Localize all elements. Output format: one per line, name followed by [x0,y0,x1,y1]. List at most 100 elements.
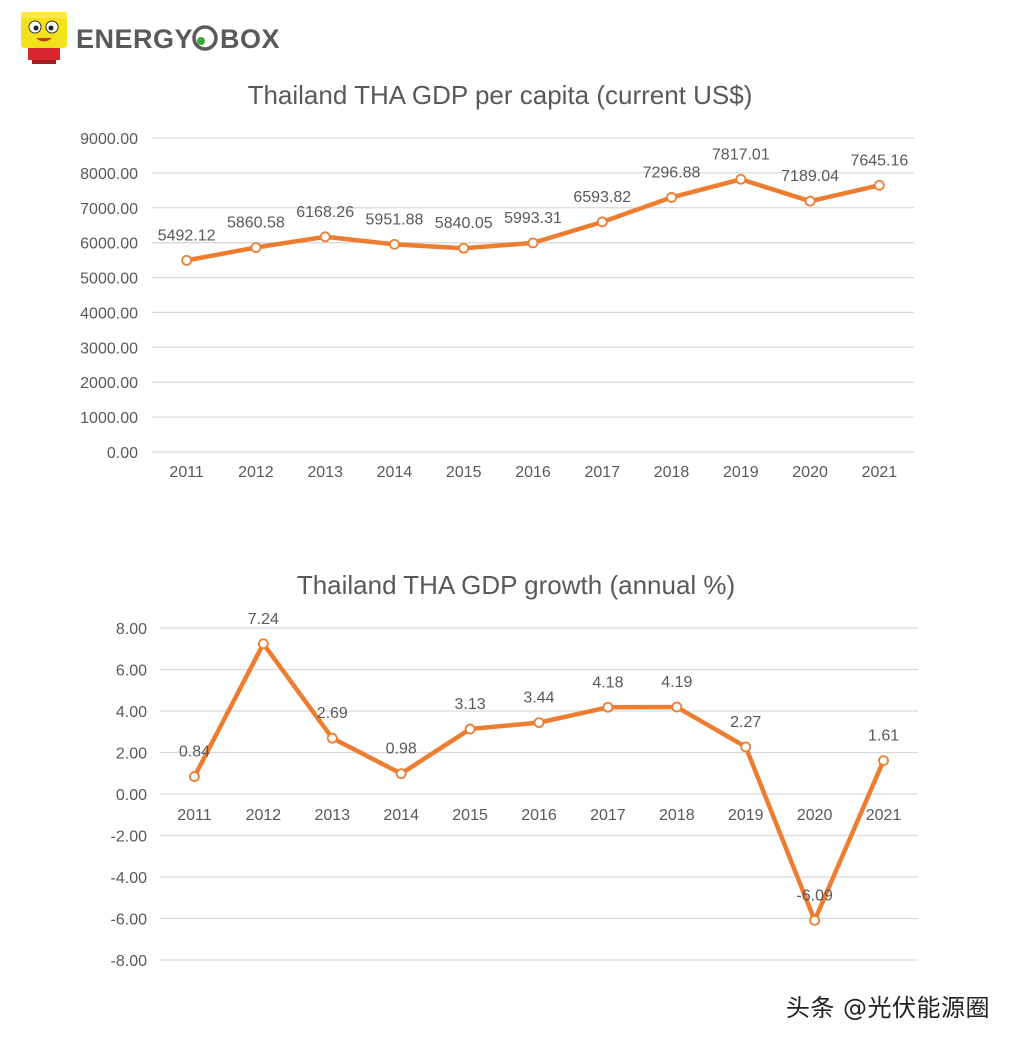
gdp-growth-data-label: -6.09 [796,887,833,904]
gdp-per-capita-data-point [596,216,608,228]
gdp-per-capita-x-tick-label: 2011 [169,464,204,481]
gdp-growth-data-point [464,723,476,735]
gdp-per-capita-data-label: 5951.88 [366,211,424,228]
gdp-growth-y-tick-label: 6.00 [116,663,147,680]
gdp-per-capita-data-label: 6593.82 [573,189,631,206]
gdp-per-capita-y-tick-label: 6000.00 [80,236,138,253]
gdp-per-capita-x-tick-label: 2020 [792,464,828,481]
gdp-per-capita-data-label: 5860.58 [227,215,285,232]
gdp-per-capita-y-tick-label: 4000.00 [80,305,138,322]
gdp-per-capita-data-point [389,238,400,250]
gdp-growth-x-tick-label: 2014 [383,807,419,824]
gdp-growth-chart: Thailand THA GDP growth (annual %) -8.00 -… [111,570,918,970]
wordmark-o-icon [192,25,218,51]
gdp-growth-data-label: 2.27 [730,714,761,731]
energy-box-logo-graphic [21,12,67,64]
gdp-per-capita-data-label: 5840.05 [435,215,493,232]
gdp-per-capita-y-tick-label: 5000.00 [80,271,138,288]
wordmark-o-dot [197,37,205,45]
gdp-per-capita-data-label: 7296.88 [643,164,701,181]
gdp-per-capita-data-point [527,237,539,249]
gdp-per-capita-x-tick-label: 2018 [654,464,690,481]
gdp-growth-data-label: 7.24 [248,611,279,628]
gdp-growth-data-label: 3.44 [523,690,554,707]
wordmark-box: BOX [220,24,280,54]
gdp-growth-data-label: 1.61 [868,728,899,745]
gdp-growth-data-label: 0.98 [386,741,417,758]
gdp-per-capita-data-label: 6168.26 [296,204,354,221]
gdp-growth-data-label: 3.13 [455,696,486,713]
energy-box-wordmark: ENERGY BOX [76,24,280,54]
gdp-per-capita-y-tick-label: 2000.00 [80,375,138,392]
gdp-growth-y-tick-label: -2.00 [111,829,148,846]
gdp-per-capita-x-tick-label: 2012 [238,464,274,481]
gdp-per-capita-data-label: 7645.16 [850,152,908,169]
gdp-per-capita-x-tick-label: 2013 [307,464,343,481]
gdp-growth-x-tick-label: 2021 [866,807,902,824]
gdp-growth-title: Thailand THA GDP growth (annual %) [297,570,735,600]
gdp-growth-data-label: 4.19 [661,674,692,691]
gdp-growth-y-tick-label: -8.00 [111,953,148,970]
wordmark-energy: ENERGY [76,24,193,54]
gdp-per-capita-data-point [666,192,677,203]
watermark-text: 头条 @光伏能源圈 [785,994,990,1022]
logo-mouth [36,38,52,42]
gdp-per-capita-x-tick-label: 2021 [862,464,898,481]
gdp-growth-x-tick-label: 2016 [521,807,557,824]
gdp-per-capita-y-tick-label: 1000.00 [80,410,138,427]
gdp-growth-data-point [809,914,821,926]
gdp-per-capita-data-label: 7817.01 [712,146,770,163]
gdp-per-capita-x-tick-label: 2017 [584,464,620,481]
logo-box-top [21,12,67,18]
gdp-growth-x-tick-label: 2012 [246,807,282,824]
logo-pupil-left [33,25,39,31]
gdp-per-capita-data-point [181,254,193,266]
gdp-per-capita-chart: Thailand THA GDP per capita (current US$… [80,80,914,481]
gdp-growth-data-point [533,717,545,729]
gdp-growth-data-point [740,741,752,753]
gdp-per-capita-data-label: 7189.04 [781,168,839,185]
gdp-per-capita-x-tick-label: 2019 [723,464,759,481]
gdp-growth-x-tick-label: 2011 [177,807,212,824]
gdp-growth-y-tick-label: 0.00 [116,787,147,804]
gdp-growth-series-line [192,641,886,923]
logo-box-base [28,48,60,60]
gdp-per-capita-y-tick-label: 0.00 [107,445,138,462]
gdp-per-capita-y-tick-label: 3000.00 [80,340,138,357]
gdp-growth-data-label: 0.84 [179,744,210,761]
gdp-growth-x-tick-label: 2020 [797,807,833,824]
logo-box-feet [32,60,56,64]
gdp-per-capita-data-point [319,231,331,243]
gdp-growth-data-point [189,771,200,782]
gdp-growth-data-point [395,768,407,780]
gdp-per-capita-x-tick-label: 2014 [377,464,413,481]
energy-box-logo: ENERGY BOX [16,10,296,66]
gdp-growth-data-point [671,701,683,713]
gdp-per-capita-data-point [735,173,747,185]
gdp-per-capita-y-tick-label: 8000.00 [80,166,138,183]
gdp-growth-data-label: 2.69 [317,705,348,722]
gdp-growth-x-tick-label: 2017 [590,807,626,824]
gdp-per-capita-title: Thailand THA GDP per capita (current US$… [248,80,753,110]
gdp-growth-data-point [878,755,889,766]
gdp-per-capita-data-point [458,242,470,254]
gdp-per-capita-data-point [804,195,816,207]
gdp-growth-x-tick-label: 2013 [314,807,350,824]
gdp-growth-y-tick-label: -6.00 [111,912,148,929]
gdp-per-capita-x-tick-label: 2016 [515,464,551,481]
gdp-per-capita-y-tick-label: 7000.00 [80,201,138,218]
gdp-growth-x-tick-label: 2018 [659,807,695,824]
gdp-growth-data-label: 4.18 [592,674,623,691]
gdp-per-capita-data-label: 5993.31 [504,210,562,227]
gdp-growth-y-tick-label: -4.00 [111,870,148,887]
gdp-growth-data-point [257,638,269,650]
gdp-per-capita-data-point [250,242,262,253]
gdp-growth-y-tick-label: 8.00 [116,621,147,638]
logo-pupil-right [48,25,54,31]
gdp-growth-data-point [602,701,614,713]
gdp-per-capita-data-label: 5492.12 [158,227,216,244]
gdp-growth-data-point [326,732,338,744]
gdp-per-capita-data-point [873,179,885,191]
gdp-per-capita-y-tick-label: 9000.00 [80,131,138,148]
gdp-growth-y-tick-label: 2.00 [116,746,147,763]
